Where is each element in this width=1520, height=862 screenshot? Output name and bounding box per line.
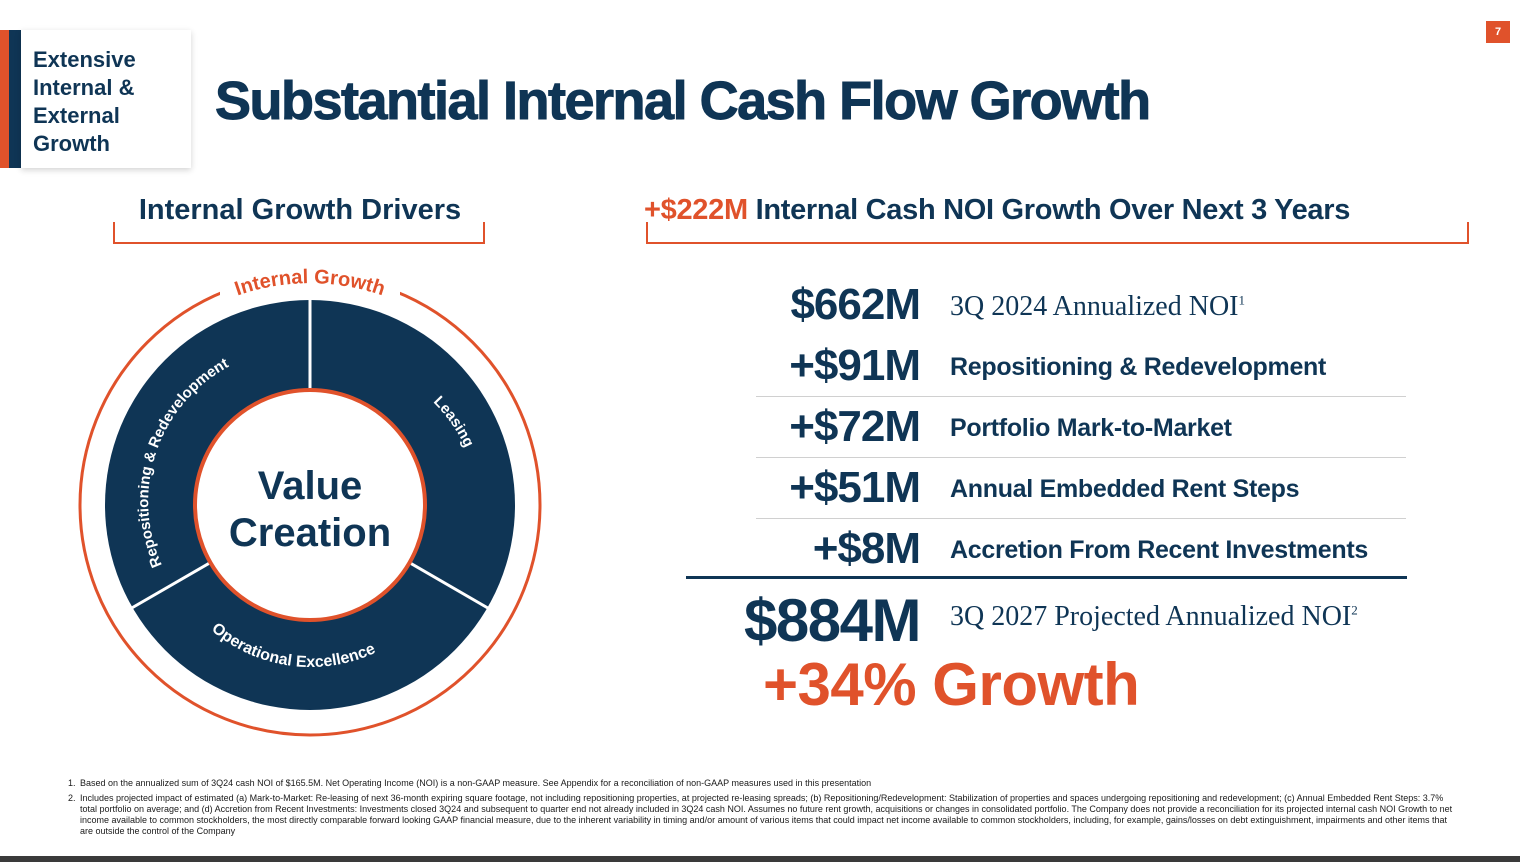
- section-tag-box: [21, 30, 191, 168]
- section-tag-line: Internal &: [33, 75, 135, 100]
- accretion-value: +$8M: [812, 524, 921, 573]
- value-creation-line2: Creation: [229, 511, 391, 555]
- row-divider: [756, 457, 1406, 458]
- repositioning-label: Repositioning & Redevelopment: [950, 353, 1327, 381]
- noi-growth-heading: +$222M Internal Cash NOI Growth Over Nex…: [644, 194, 1350, 227]
- repositioning-value: +$91M: [789, 341, 921, 390]
- mark-to-market-value: +$72M: [789, 402, 921, 451]
- internal-growth-drivers-heading: Internal Growth Drivers: [138, 194, 462, 226]
- footnote-ref: 2: [1351, 602, 1358, 618]
- noi-growth-heading-text: Internal Cash NOI Growth Over Next 3 Yea…: [747, 194, 1351, 226]
- growth-percentage: +34% Growth: [763, 651, 1140, 718]
- noi-2024-value: $662M: [790, 280, 921, 329]
- noi-2027-value: $884M: [744, 587, 921, 654]
- section-tag-line: Growth: [33, 131, 110, 156]
- footnote-text: Includes projected impact of estimated (…: [80, 793, 1453, 836]
- section-tag-line: External: [33, 103, 120, 128]
- rent-steps-value: +$51M: [789, 463, 921, 512]
- footnote-number: 1.: [68, 778, 76, 788]
- footnotes: 1. Based on the annualized sum of 3Q24 c…: [68, 778, 1458, 841]
- footnote: 1. Based on the annualized sum of 3Q24 c…: [68, 778, 1458, 789]
- bottom-bar: [0, 856, 1520, 862]
- footnote: 2. Includes projected impact of estimate…: [68, 793, 1458, 837]
- row-divider: [756, 518, 1406, 519]
- footnote-text: Based on the annualized sum of 3Q24 cash…: [80, 778, 872, 788]
- value-creation-line1: Value: [258, 464, 363, 508]
- noi-2027-label: 3Q 2027 Projected Annualized NOI2: [950, 601, 1358, 633]
- total-divider: [686, 576, 1407, 579]
- noi-2027-label-text: 3Q 2027 Projected Annualized NOI: [950, 601, 1352, 632]
- section-tag-label: Extensive Internal & External Growth: [33, 46, 183, 158]
- section-tag-accent-navy: [9, 30, 21, 168]
- footnote-ref: 1: [1238, 292, 1246, 308]
- right-heading-bracket: [646, 222, 1469, 244]
- noi-2024-label-text: 3Q 2024 Annualized NOI: [950, 291, 1239, 322]
- left-heading-bracket: [113, 222, 485, 244]
- noi-growth-amount: +$222M: [644, 194, 748, 226]
- section-tag-accent-orange: [0, 30, 9, 168]
- footnote-number: 2.: [68, 793, 76, 803]
- center-circle: [193, 388, 427, 622]
- accretion-label: Accretion From Recent Investments: [950, 536, 1368, 564]
- value-creation-wheel: Internal Growth Value Creation Repositio…: [78, 265, 542, 737]
- row-divider: [756, 396, 1406, 397]
- rent-steps-label: Annual Embedded Rent Steps: [950, 475, 1300, 503]
- page-number: 7: [1486, 21, 1510, 43]
- mark-to-market-label: Portfolio Mark-to-Market: [950, 414, 1232, 442]
- page-title: Substantial Internal Cash Flow Growth: [215, 71, 1152, 132]
- section-tag-line: Extensive: [33, 47, 136, 72]
- noi-2024-label: 3Q 2024 Annualized NOI1: [950, 291, 1245, 323]
